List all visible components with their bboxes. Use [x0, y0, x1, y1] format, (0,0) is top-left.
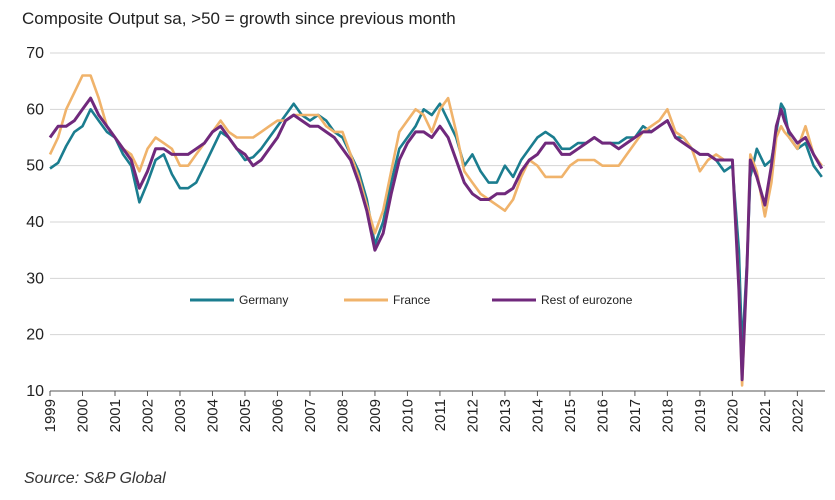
x-tick-label: 2002 [139, 399, 156, 432]
legend: Germany France Rest of eurozone [190, 293, 633, 307]
x-tick-label: 2003 [172, 399, 189, 432]
x-tick-label: 2001 [107, 399, 124, 432]
series-lines [48, 74, 824, 387]
series-line-germany [49, 102, 823, 353]
legend-label: Rest of eurozone [541, 293, 633, 307]
y-tick-label: 40 [26, 214, 44, 231]
x-tick-label: 2017 [627, 399, 644, 432]
legend-label: France [393, 293, 431, 307]
x-tick-label: 2004 [204, 399, 221, 432]
x-tick-label: 2019 [692, 399, 709, 432]
y-tick-label: 20 [26, 327, 44, 344]
series-line-france [48, 74, 823, 387]
y-tick-label: 10 [26, 383, 44, 400]
series-line-rest-of-eurozone [48, 96, 824, 382]
x-axis: 1999 2000 2001 2002 2003 2004 2005 2006 2007 2008… [42, 390, 825, 432]
x-tick-label: 2007 [302, 399, 319, 432]
y-tick-label: 60 [26, 101, 44, 118]
x-tick-label: 2011 [432, 399, 449, 431]
x-tick-label: 2021 [757, 399, 774, 432]
x-tick-label: 2016 [594, 399, 611, 432]
legend-label: Germany [239, 293, 288, 307]
x-tick-label: 2008 [334, 399, 351, 432]
x-tick-label: 2006 [269, 399, 286, 432]
y-axis-ticks: 10 20 30 40 50 60 70 [26, 45, 44, 400]
x-tick-label: 2000 [74, 399, 91, 432]
x-tick-label: 2018 [659, 399, 676, 432]
x-tick-label: 2010 [399, 399, 416, 432]
x-tick-label: 2005 [237, 399, 254, 432]
x-tick-label: 2022 [789, 399, 806, 432]
y-tick-label: 30 [26, 270, 44, 287]
x-tick-label: 2020 [724, 399, 741, 432]
gridlines [50, 52, 825, 336]
chart-title: Composite Output sa, >50 = growth since … [22, 9, 456, 28]
y-tick-label: 70 [26, 45, 44, 62]
source-note: Source: S&P Global [24, 470, 166, 487]
x-tick-label: 2014 [529, 399, 546, 432]
y-tick-label: 50 [26, 158, 44, 175]
x-tick-label: 2009 [367, 399, 384, 432]
x-tick-label: 1999 [42, 399, 59, 432]
x-tick-label: 2012 [464, 399, 481, 432]
x-tick-label: 2015 [562, 399, 579, 432]
x-tick-label: 2013 [497, 399, 514, 432]
